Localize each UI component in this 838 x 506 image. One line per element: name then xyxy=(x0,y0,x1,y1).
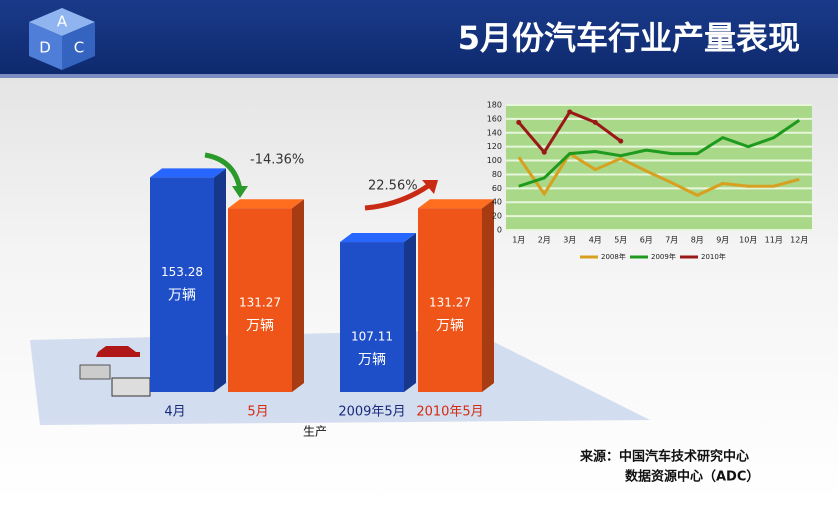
x-tick-label: 7月 xyxy=(665,236,678,245)
series-point xyxy=(516,119,522,125)
x-tick-label: 8月 xyxy=(691,236,704,245)
series-line xyxy=(518,119,801,188)
bar xyxy=(228,199,304,392)
header-bar xyxy=(0,0,838,74)
unit-label: 万辆 xyxy=(358,352,386,368)
value-label: 107.11 xyxy=(351,330,393,344)
x-tick-label: 9月 xyxy=(716,236,729,245)
bar xyxy=(418,199,494,392)
y-tick-label: 0 xyxy=(497,226,502,235)
bar-top xyxy=(340,233,416,243)
y-tick-label: 20 xyxy=(492,212,502,221)
bar xyxy=(340,233,416,392)
bar-front xyxy=(228,208,292,392)
value-label: 131.27 xyxy=(239,296,281,310)
bar-front xyxy=(340,242,404,392)
y-tick-label: 120 xyxy=(487,142,502,151)
change-arrow xyxy=(204,152,243,191)
logo-letter: C xyxy=(74,39,84,57)
logo-letter: D xyxy=(39,39,51,57)
x-tick-label: 2009年5月 xyxy=(338,405,405,420)
legend-label: 2009年 xyxy=(651,252,676,261)
bar-front xyxy=(150,177,214,392)
bar-top xyxy=(228,199,304,209)
y-tick-label: 40 xyxy=(492,198,502,207)
bar-side xyxy=(404,233,416,392)
y-tick-label: 160 xyxy=(487,114,502,123)
x-tick-label: 5月 xyxy=(614,236,627,245)
change-arrow-head xyxy=(422,180,438,194)
x-tick-label: 1月 xyxy=(512,236,525,245)
bar xyxy=(150,168,226,392)
x-tick-label: 2月 xyxy=(538,236,551,245)
unit-label: 万辆 xyxy=(168,287,196,303)
change-arrow xyxy=(364,183,430,211)
x-axis-label: 生产 xyxy=(303,425,327,439)
legend-label: 2008年 xyxy=(601,252,626,261)
change-label: -14.36% xyxy=(250,153,304,168)
value-label: 153.28 xyxy=(161,265,203,279)
bar-side xyxy=(292,199,304,392)
bar-top xyxy=(418,199,494,209)
unit-label: 万辆 xyxy=(246,318,274,334)
x-tick-label: 2010年5月 xyxy=(416,405,483,420)
x-tick-label: 4月 xyxy=(589,236,602,245)
x-tick-label: 4月 xyxy=(164,405,185,420)
value-label: 131.27 xyxy=(429,296,471,310)
bar-top xyxy=(150,168,226,178)
x-tick-label: 10月 xyxy=(739,236,757,245)
vehicles xyxy=(79,346,151,397)
header-rule xyxy=(0,74,838,78)
bar-side xyxy=(214,168,226,392)
change-label: 22.56% xyxy=(368,179,418,194)
y-tick-label: 180 xyxy=(487,101,502,110)
plot-area xyxy=(506,105,812,230)
source-text: 数据资源中心（ADC） xyxy=(625,469,759,485)
x-tick-label: 6月 xyxy=(640,236,653,245)
source-text: 来源：中国汽车技术研究中心 xyxy=(579,449,749,465)
x-tick-label: 3月 xyxy=(563,236,576,245)
y-tick-label: 80 xyxy=(492,170,502,179)
series-point xyxy=(567,109,573,115)
x-tick-label: 5月 xyxy=(247,405,268,420)
logo: A D C xyxy=(29,8,95,70)
x-tick-label: 11月 xyxy=(765,236,783,245)
legend-label: 2010年 xyxy=(701,252,726,261)
series-line xyxy=(517,151,800,197)
series-point xyxy=(618,138,624,144)
unit-label: 万辆 xyxy=(436,318,464,334)
y-tick-label: 60 xyxy=(492,184,502,193)
slide-title: 5月份汽车行业产量表现 xyxy=(458,19,800,57)
logo-letter: A xyxy=(57,13,68,31)
bar-side xyxy=(482,199,494,392)
series-point xyxy=(541,149,547,155)
x-tick-label: 12月 xyxy=(790,236,808,245)
y-tick-label: 140 xyxy=(487,128,502,137)
y-tick-label: 100 xyxy=(487,156,502,165)
change-arrow-head xyxy=(232,186,248,198)
bar-front xyxy=(418,208,482,392)
series-point xyxy=(592,119,598,125)
